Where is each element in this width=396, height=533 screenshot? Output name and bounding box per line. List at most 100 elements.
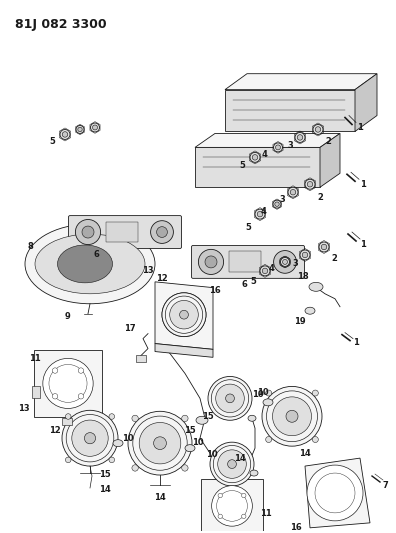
Text: 3: 3 bbox=[279, 195, 285, 204]
Circle shape bbox=[132, 415, 138, 422]
Circle shape bbox=[78, 127, 82, 132]
Circle shape bbox=[321, 244, 327, 250]
Circle shape bbox=[52, 393, 58, 399]
Ellipse shape bbox=[263, 399, 273, 406]
Ellipse shape bbox=[250, 470, 258, 476]
Circle shape bbox=[307, 465, 363, 521]
Text: 10: 10 bbox=[192, 438, 204, 447]
Text: 11: 11 bbox=[260, 510, 272, 519]
Text: 6: 6 bbox=[93, 251, 99, 260]
Circle shape bbox=[266, 437, 272, 442]
Circle shape bbox=[62, 410, 118, 466]
Ellipse shape bbox=[25, 224, 155, 304]
Text: 3: 3 bbox=[287, 141, 293, 150]
Text: 14: 14 bbox=[234, 454, 246, 463]
Circle shape bbox=[266, 390, 272, 396]
FancyBboxPatch shape bbox=[192, 246, 305, 278]
Circle shape bbox=[275, 202, 279, 206]
Text: 4: 4 bbox=[269, 264, 275, 273]
Text: 10: 10 bbox=[206, 450, 218, 458]
Circle shape bbox=[242, 494, 246, 498]
Circle shape bbox=[76, 125, 84, 133]
Polygon shape bbox=[305, 458, 370, 528]
Circle shape bbox=[93, 125, 97, 130]
Circle shape bbox=[272, 397, 312, 435]
Circle shape bbox=[297, 135, 303, 140]
Text: 8: 8 bbox=[27, 243, 33, 252]
Ellipse shape bbox=[185, 445, 195, 451]
Circle shape bbox=[262, 268, 268, 273]
Circle shape bbox=[280, 257, 289, 266]
Text: 10: 10 bbox=[122, 434, 134, 443]
Circle shape bbox=[72, 420, 108, 456]
Text: 15: 15 bbox=[202, 412, 214, 421]
Circle shape bbox=[60, 130, 70, 140]
Polygon shape bbox=[195, 148, 320, 187]
Circle shape bbox=[274, 143, 282, 152]
Ellipse shape bbox=[35, 234, 145, 294]
Circle shape bbox=[228, 459, 236, 469]
Text: 15: 15 bbox=[99, 470, 111, 479]
Text: 1: 1 bbox=[353, 338, 359, 347]
Text: 5: 5 bbox=[239, 161, 245, 170]
Circle shape bbox=[128, 411, 192, 475]
Text: 10: 10 bbox=[252, 390, 264, 399]
Bar bbox=[229, 252, 261, 272]
Text: 13: 13 bbox=[18, 404, 30, 413]
Bar bbox=[136, 354, 146, 361]
Circle shape bbox=[154, 437, 166, 449]
Circle shape bbox=[65, 457, 71, 463]
Ellipse shape bbox=[248, 415, 256, 421]
Circle shape bbox=[216, 384, 244, 413]
Text: 11: 11 bbox=[29, 354, 41, 363]
Circle shape bbox=[218, 450, 246, 478]
Text: 1: 1 bbox=[360, 180, 366, 189]
Circle shape bbox=[156, 227, 168, 237]
Polygon shape bbox=[355, 74, 377, 132]
Circle shape bbox=[78, 393, 84, 399]
Circle shape bbox=[280, 256, 290, 267]
Polygon shape bbox=[155, 344, 213, 357]
Circle shape bbox=[300, 250, 310, 260]
Bar bbox=[201, 479, 263, 533]
Circle shape bbox=[315, 127, 321, 132]
Ellipse shape bbox=[57, 245, 112, 283]
Circle shape bbox=[109, 457, 114, 463]
Text: 1: 1 bbox=[357, 123, 363, 132]
Circle shape bbox=[286, 410, 298, 422]
Ellipse shape bbox=[305, 307, 315, 314]
Polygon shape bbox=[155, 282, 213, 349]
Circle shape bbox=[257, 212, 263, 217]
Text: 4: 4 bbox=[262, 150, 268, 159]
Circle shape bbox=[319, 242, 329, 252]
Circle shape bbox=[78, 368, 84, 373]
Circle shape bbox=[132, 465, 138, 471]
Circle shape bbox=[62, 132, 68, 137]
Ellipse shape bbox=[309, 282, 323, 292]
Circle shape bbox=[182, 415, 188, 422]
Polygon shape bbox=[195, 133, 340, 148]
Text: 18: 18 bbox=[297, 272, 309, 281]
Text: 14: 14 bbox=[99, 486, 111, 495]
Circle shape bbox=[260, 266, 270, 276]
Circle shape bbox=[182, 465, 188, 471]
Circle shape bbox=[242, 514, 246, 519]
Circle shape bbox=[139, 423, 181, 464]
Text: 5: 5 bbox=[250, 277, 256, 286]
Bar bbox=[106, 222, 138, 243]
Text: 4: 4 bbox=[261, 207, 267, 216]
Circle shape bbox=[84, 433, 95, 444]
Circle shape bbox=[208, 376, 252, 420]
Circle shape bbox=[273, 200, 281, 208]
Circle shape bbox=[295, 133, 305, 142]
Ellipse shape bbox=[113, 440, 123, 447]
Bar bbox=[62, 418, 72, 425]
Circle shape bbox=[210, 442, 254, 486]
Text: 2: 2 bbox=[317, 193, 323, 201]
Circle shape bbox=[205, 256, 217, 268]
Text: 12: 12 bbox=[49, 426, 61, 435]
Circle shape bbox=[43, 358, 93, 408]
Circle shape bbox=[75, 220, 101, 245]
Circle shape bbox=[162, 293, 206, 337]
Text: 2: 2 bbox=[331, 254, 337, 263]
